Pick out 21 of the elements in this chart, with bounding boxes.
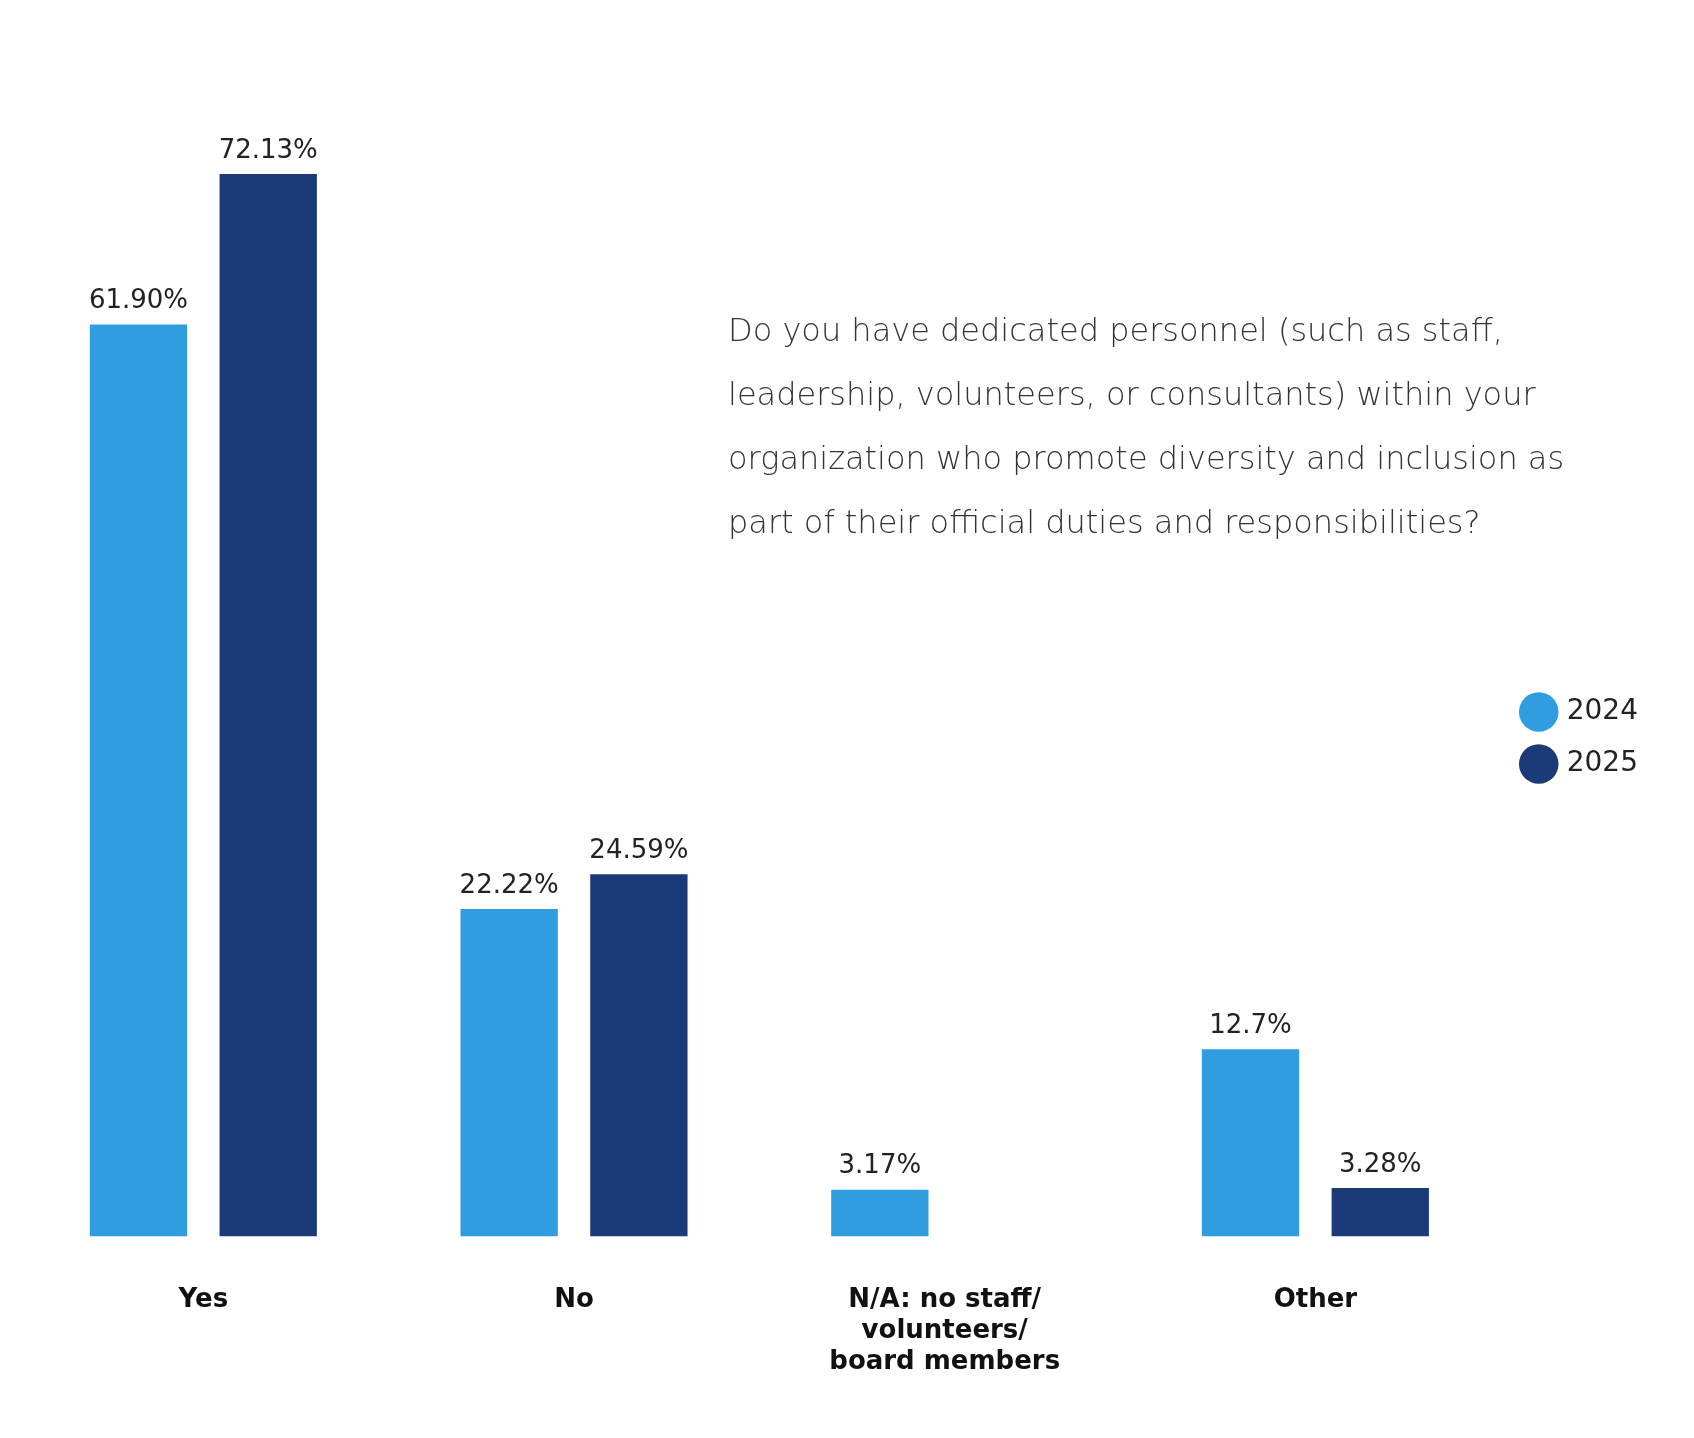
data-label: 72.13% (218, 133, 318, 164)
data-label: 12.7% (1209, 1009, 1292, 1040)
data-label: 3.17% (838, 1149, 922, 1180)
x-tick-label: Other (1273, 1282, 1358, 1313)
bar (89, 324, 188, 1237)
bar (460, 909, 558, 1237)
data-label: 24.59% (589, 833, 689, 864)
x-tick-label: Yes (177, 1282, 229, 1313)
data-label: 22.22% (459, 868, 559, 899)
legend-label: 2024 (1566, 693, 1639, 727)
bar (831, 1189, 929, 1237)
bar (590, 874, 688, 1237)
legend-label: 2025 (1566, 745, 1639, 779)
data-label: 61.90% (88, 284, 189, 315)
text: Do you have dedicated personnel (such as staff, leadership, volunteers, or consultants) within your organization who promote diversity and inclusion as part of their official duties and responsibilities? (728, 310, 1566, 543)
data-label: 3.28% (1338, 1147, 1422, 1178)
bar (1331, 1188, 1429, 1237)
x-tick-label: N/A: no staff/ volunteers/ board members (829, 1282, 1061, 1376)
x-tick-label: No (554, 1282, 594, 1313)
bar (219, 173, 317, 1237)
bar (1201, 1049, 1300, 1237)
